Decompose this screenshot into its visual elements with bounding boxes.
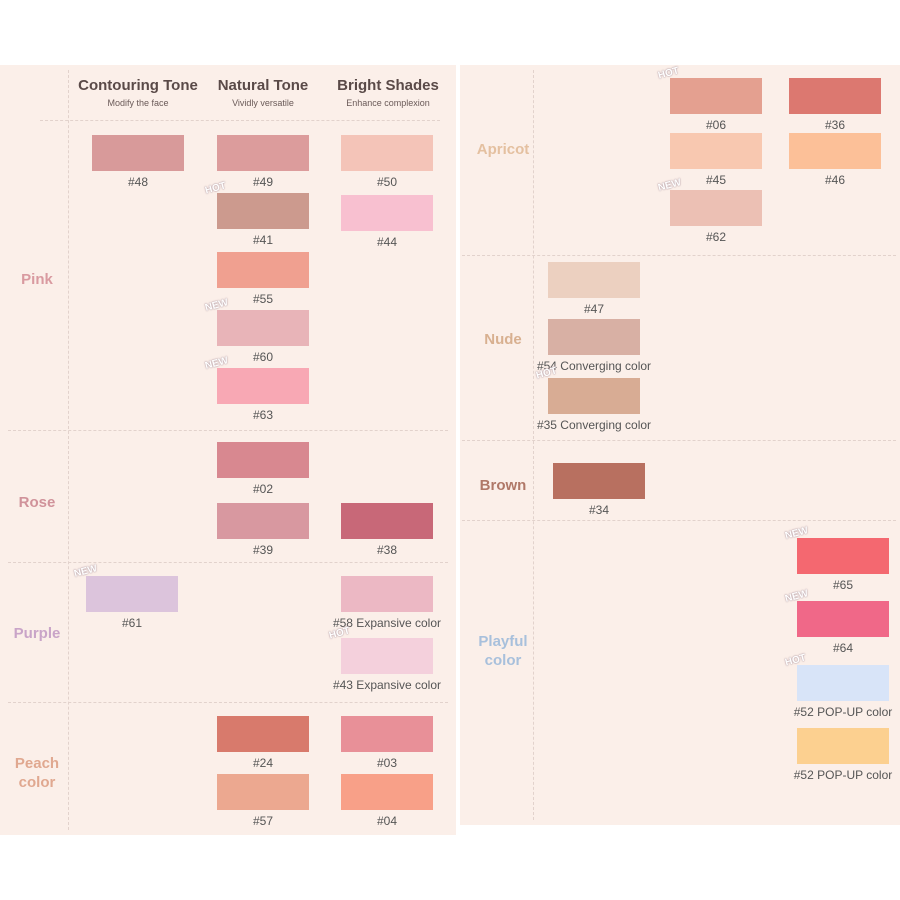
swatch xyxy=(217,442,309,478)
swatch-label: #44 xyxy=(376,235,398,249)
swatch-label: #04 xyxy=(376,814,398,828)
column-subtitle: Vividly versatile xyxy=(232,98,294,108)
swatch-label: #54 Converging color xyxy=(536,359,652,373)
swatch xyxy=(217,774,309,810)
swatch-label: #50 xyxy=(376,175,398,189)
column-title: Bright Shades xyxy=(337,77,439,94)
swatch xyxy=(217,252,309,288)
swatch xyxy=(92,135,184,171)
swatch-label: #34 xyxy=(588,503,610,517)
swatch-label: #65 xyxy=(832,578,854,592)
swatch xyxy=(217,310,309,346)
swatch-label: #60 xyxy=(252,350,274,364)
swatch-label: #35 Converging color xyxy=(536,418,652,432)
swatch xyxy=(797,728,889,764)
group-name: Nude xyxy=(484,331,522,348)
swatch xyxy=(797,665,889,701)
swatch xyxy=(217,193,309,229)
swatch-label: #38 xyxy=(376,543,398,557)
divider xyxy=(8,562,448,563)
divider xyxy=(8,702,448,703)
swatch xyxy=(341,135,433,171)
group-name: Pink xyxy=(21,271,53,288)
swatch-label: #02 xyxy=(252,482,274,496)
swatch xyxy=(341,638,433,674)
swatch xyxy=(797,601,889,637)
swatch xyxy=(341,716,433,752)
swatch-label: #48 xyxy=(127,175,149,189)
group-name: Brown xyxy=(479,477,527,494)
swatch-label: #45 xyxy=(705,173,727,187)
swatch-label: #39 xyxy=(252,543,274,557)
swatch xyxy=(341,774,433,810)
swatch xyxy=(789,78,881,114)
group-name: Rose xyxy=(18,494,56,511)
swatch xyxy=(548,378,640,414)
divider xyxy=(533,70,534,820)
divider xyxy=(462,255,896,256)
swatch-label: #52 POP-UP color xyxy=(793,768,893,782)
swatch-label: #52 POP-UP color xyxy=(793,705,893,719)
swatch-label: #03 xyxy=(376,756,398,770)
swatch-label: #24 xyxy=(252,756,274,770)
swatch xyxy=(789,133,881,169)
swatch xyxy=(341,576,433,612)
swatch-label: #41 xyxy=(252,233,274,247)
swatch-label: #64 xyxy=(832,641,854,655)
swatch-label: #46 xyxy=(824,173,846,187)
swatch xyxy=(217,503,309,539)
group-name: Peach color xyxy=(14,755,60,791)
swatch-label: #62 xyxy=(705,230,727,244)
swatch xyxy=(797,538,889,574)
swatch-label: #43 Expansive color xyxy=(332,678,442,692)
divider xyxy=(462,520,896,521)
swatch-label: #61 xyxy=(121,616,143,630)
group-name: Apricot xyxy=(476,141,530,158)
swatch-label: #36 xyxy=(824,118,846,132)
swatch xyxy=(341,195,433,231)
swatch xyxy=(670,133,762,169)
swatch xyxy=(217,716,309,752)
group-name: Playful color xyxy=(478,633,528,669)
swatch-label: #49 xyxy=(252,175,274,189)
swatch-label: #47 xyxy=(583,302,605,316)
swatch-label: #63 xyxy=(252,408,274,422)
swatch-label: #06 xyxy=(705,118,727,132)
column-subtitle: Modify the face xyxy=(107,98,169,108)
swatch xyxy=(217,368,309,404)
swatch xyxy=(217,135,309,171)
swatch xyxy=(548,319,640,355)
swatch-label: #57 xyxy=(252,814,274,828)
swatch xyxy=(670,78,762,114)
swatch xyxy=(548,262,640,298)
swatch xyxy=(86,576,178,612)
swatch-label: #58 Expansive color xyxy=(332,616,442,630)
swatch xyxy=(553,463,645,499)
column-title: Natural Tone xyxy=(217,77,309,94)
swatch xyxy=(670,190,762,226)
group-name: Purple xyxy=(13,625,61,642)
divider xyxy=(68,70,69,830)
column-subtitle: Enhance complexion xyxy=(346,98,430,108)
divider xyxy=(8,430,448,431)
divider xyxy=(40,120,440,121)
swatch-label: #55 xyxy=(252,292,274,306)
swatch xyxy=(341,503,433,539)
column-title: Contouring Tone xyxy=(78,77,198,94)
divider xyxy=(462,440,896,441)
